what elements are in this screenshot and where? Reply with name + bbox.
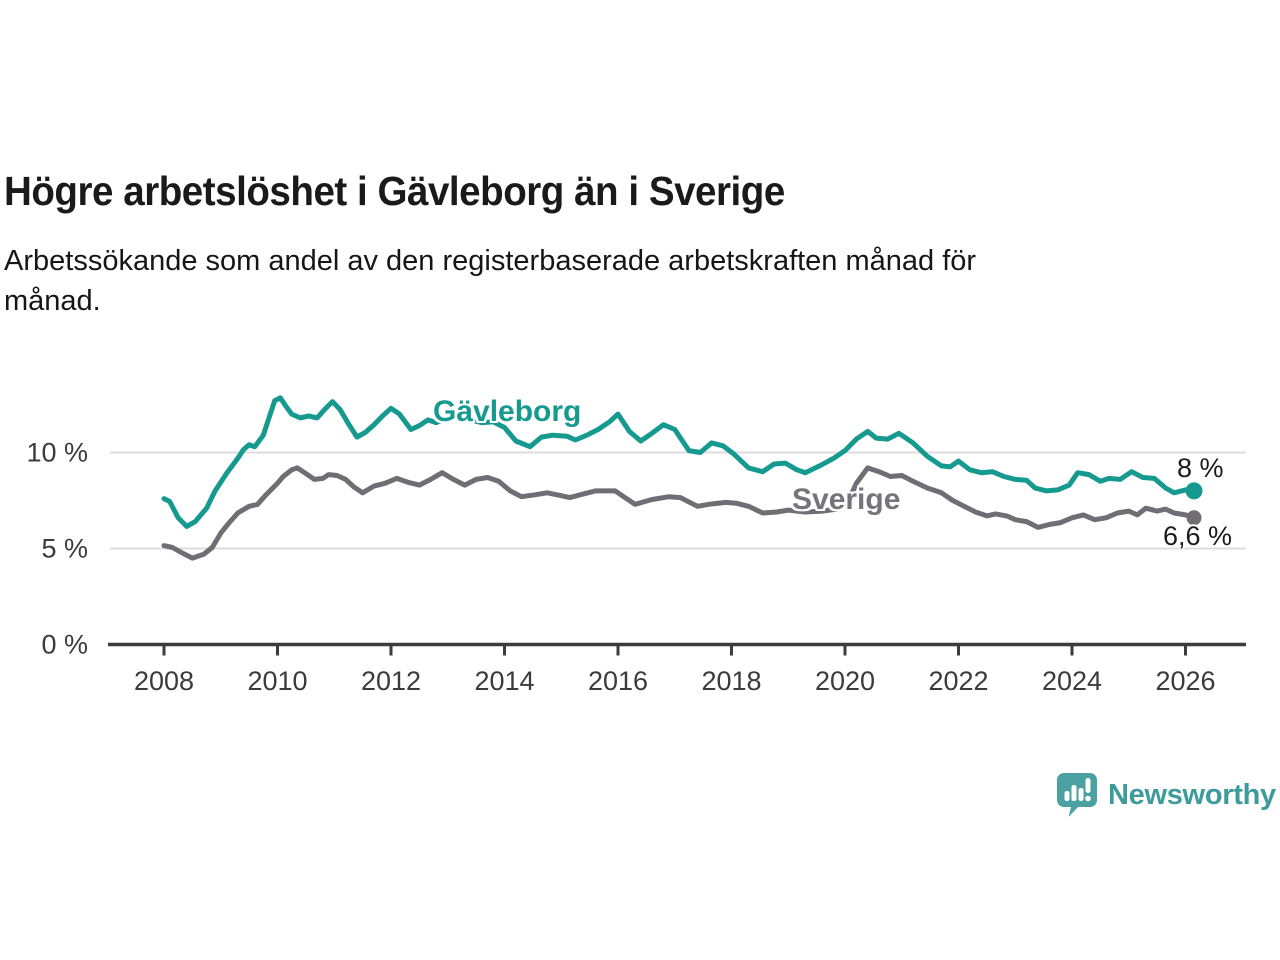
sverige-series-label: Sverige [792,483,901,516]
subtitle-line-2: månad. [4,285,101,317]
gavleborg-line [161,395,1197,529]
exclamation-dot [1085,795,1091,802]
newsworthy-logo[interactable]: Newsworthy [1056,772,1276,818]
page-title: Högre arbetslöshet i Gävleborg än i Sver… [4,168,785,215]
newsworthy-wordmark: Newsworthy [1108,778,1276,811]
bar-chart-bar-short [1064,791,1070,801]
gavleborg-series-label: Gävleborg [433,395,582,428]
sverige-end-value-annotation: 6,6 % [1163,521,1233,551]
exclamation-bar [1085,778,1091,793]
bar-chart-bar-tall [1071,785,1077,801]
sverige-end-dot [1186,510,1202,526]
x-axis-tick-label-2014: 2014 [474,666,534,696]
y-axis-tick-label-5: 5 % [41,534,88,564]
y-axis-tick-label-0: 0 % [41,630,88,660]
subtitle-line-1: Arbetssökande som andel av den registerb… [4,245,977,277]
chart-subtitle: Arbetssökande som andel av den registerb… [4,241,1204,321]
gavleborg-end-value-annotation: 8 % [1177,453,1224,483]
x-axis-tick-label-2016: 2016 [588,666,648,696]
x-axis-tick-label-2026: 2026 [1155,666,1215,696]
x-axis-tick-label-2008: 2008 [134,666,194,696]
bar-chart-bar-medium [1078,788,1084,801]
speech-bubble-shape [1057,773,1097,817]
newsworthy-logo-icon [1057,773,1097,817]
x-axis-tick-label-2022: 2022 [928,666,988,696]
x-axis-tick-label-2018: 2018 [701,666,761,696]
x-axis-tick-label-2020: 2020 [815,666,875,696]
gavleborg-end-dot [1185,482,1203,500]
x-axis-tick-label-2012: 2012 [361,666,421,696]
y-axis-tick-label-10: 10 % [26,438,88,468]
x-axis-tick-label-2024: 2024 [1042,666,1102,696]
x-axis-tick-label-2010: 2010 [247,666,307,696]
sverige-line [161,465,1197,561]
